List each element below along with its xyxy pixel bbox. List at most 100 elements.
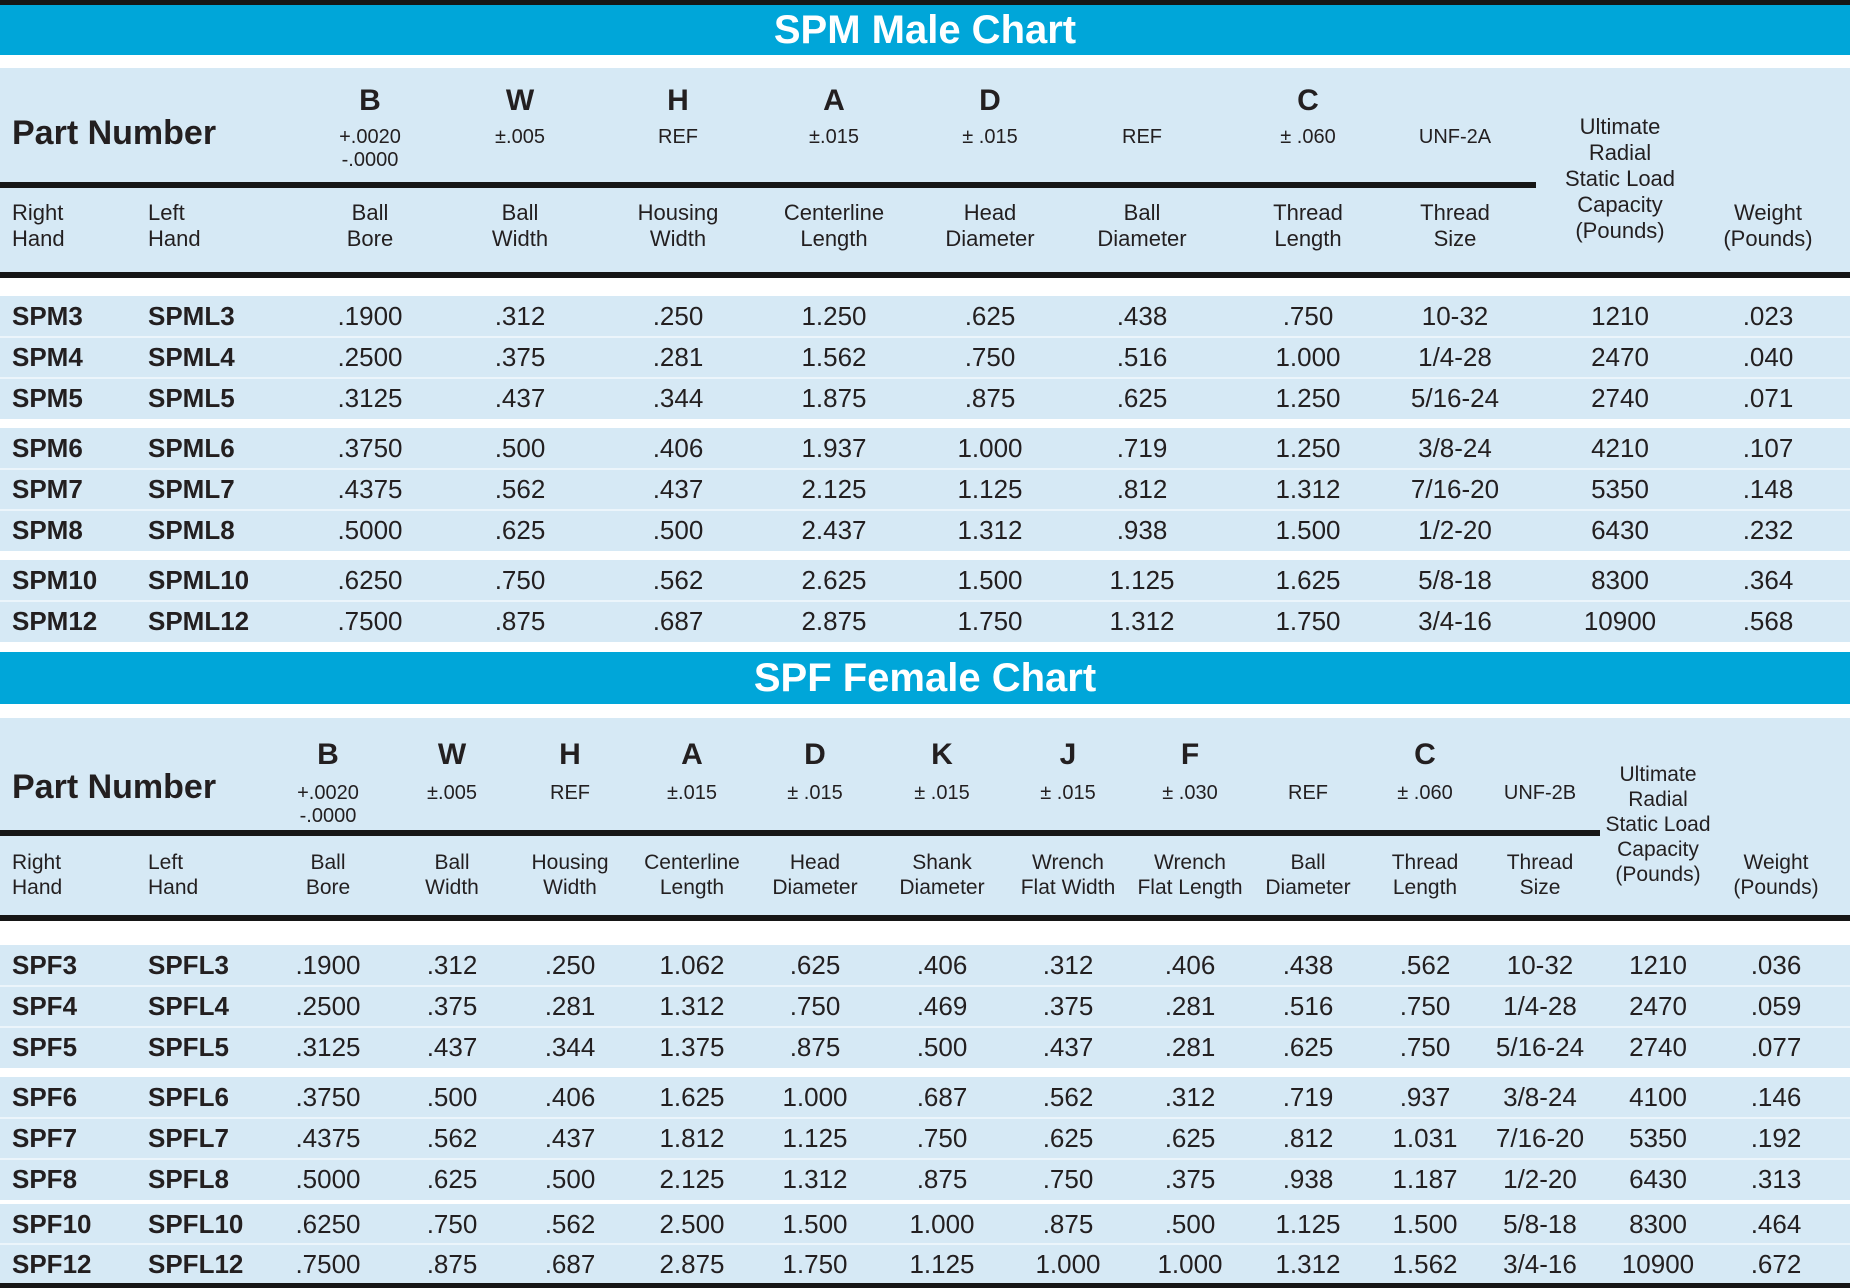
part-number-left-hand: SPFL7 (148, 1123, 229, 1153)
cell-shank-diameter: 1.000 (909, 1208, 975, 1239)
part-number-heading: Part Number (12, 768, 217, 806)
column-tolerance: ± .015 (787, 782, 843, 804)
column-label: Wrench Flat Width (1020, 851, 1116, 899)
column-header: Weight (Pounds) (1688, 68, 1848, 272)
column-letter: J (1059, 738, 1077, 771)
cell-weight: .364 (1742, 565, 1794, 595)
cell-thread-length: 1.312 (1275, 474, 1341, 504)
cell-wrench-flat-width: .375 (1042, 991, 1094, 1021)
column-label: Ultimate Radial Static Load Capacity (Po… (1605, 763, 1711, 886)
table-row: SPM3 SPML3 .1900 .312 .250 1.250 .625 .4… (0, 296, 1850, 337)
cell-centerline-length: 1.875 (801, 383, 867, 413)
cell-centerline-length: 1.937 (801, 433, 867, 463)
cell-ball-bore: .4375 (337, 474, 403, 504)
cell-wrench-flat-width: .312 (1042, 950, 1094, 980)
cell-ball-diameter: .438 (1116, 301, 1168, 331)
spm-row-group-3: SPM10 SPML10 .6250 .750 .562 2.625 1.500… (0, 560, 1850, 642)
cell-wrench-flat-width: .562 (1042, 1082, 1094, 1112)
spf-female-title-bar: SPF Female Chart (0, 652, 1850, 704)
column-tolerance: ± .015 (914, 782, 970, 804)
cell-ball-diameter: .938 (1116, 515, 1168, 545)
cell-ball-width: .312 (494, 301, 546, 331)
cell-centerline-length: 1.812 (659, 1123, 725, 1153)
cell-centerline-length: 2.125 (659, 1164, 725, 1194)
table-row: SPF6 SPFL6 .3750 .500 .406 1.625 1.000 .… (0, 1077, 1850, 1118)
column-label: Housing Width (531, 851, 609, 899)
cell-thread-length: 1.562 (1392, 1248, 1458, 1279)
column-header: UNF-2B Thread Size (1482, 718, 1598, 915)
column-letter: D (979, 84, 1001, 117)
table-row: SPF7 SPFL7 .4375 .562 .437 1.812 1.125 .… (0, 1117, 1850, 1159)
column-label: Housing Width (637, 200, 719, 251)
column-label: Wrench Flat Length (1137, 851, 1243, 899)
cell-centerline-length: 2.875 (659, 1248, 725, 1279)
header-bottom-rule (0, 915, 1850, 921)
column-label: Ball Bore (346, 200, 394, 251)
chart-title: SPM Male Chart (773, 8, 1077, 52)
cell-ball-diameter: .625 (1282, 1032, 1334, 1062)
cell-weight: .071 (1742, 383, 1794, 413)
part-number-left-hand: SPFL6 (148, 1082, 229, 1112)
cell-centerline-length: 1.625 (659, 1082, 725, 1112)
cell-ball-width: .437 (426, 1032, 478, 1062)
column-header: C ± .060 Thread Length (1228, 68, 1388, 272)
cell-thread-length: 1.250 (1275, 383, 1341, 413)
column-tolerance: ± .015 (1040, 782, 1096, 804)
cell-housing-width: .500 (652, 515, 704, 545)
header-bottom-rule (0, 272, 1850, 278)
cell-head-diameter: 1.500 (782, 1208, 848, 1239)
cell-ball-bore: .2500 (295, 991, 361, 1021)
spm-row-group-2: SPM6 SPML6 .3750 .500 .406 1.937 1.000 .… (0, 428, 1850, 551)
cell-ball-width: .750 (426, 1208, 478, 1239)
column-header: W ±.005 Ball Width (394, 718, 510, 915)
cell-thread-size: 5/8-18 (1503, 1208, 1577, 1239)
cell-centerline-length: 1.250 (801, 301, 867, 331)
column-tolerance: REF (658, 126, 698, 148)
column-label: Weight (Pounds) (1733, 851, 1819, 899)
cell-thread-size: 10-32 (1421, 301, 1489, 331)
cell-head-diameter: 1.000 (782, 1082, 848, 1112)
column-letter: B (317, 738, 339, 771)
column-letter: W (437, 738, 467, 771)
part-number-left-hand: SPML5 (148, 383, 235, 413)
cell-ball-diameter: 1.125 (1275, 1208, 1341, 1239)
column-header: REF Ball Diameter (1062, 68, 1222, 272)
cell-thread-size: 5/16-24 (1410, 383, 1500, 413)
column-letter: A (823, 84, 845, 117)
column-header: H REF Housing Width (598, 68, 758, 272)
cell-thread-length: 1.187 (1392, 1164, 1458, 1194)
cell-ball-diameter: .812 (1282, 1123, 1334, 1153)
column-label: Thread Length (1391, 851, 1459, 899)
cell-ball-diameter: .625 (1116, 383, 1168, 413)
cell-weight: .023 (1742, 301, 1794, 331)
table-row: SPF5 SPFL5 .3125 .437 .344 1.375 .875 .5… (0, 1026, 1850, 1068)
cell-ball-bore: .1900 (295, 950, 361, 980)
cell-shank-diameter: .469 (916, 991, 968, 1021)
cell-load-capacity: 4210 (1591, 433, 1649, 463)
cell-weight: .313 (1750, 1164, 1802, 1194)
cell-ball-diameter: .719 (1282, 1082, 1334, 1112)
part-number-left-hand: SPML3 (148, 301, 235, 331)
cell-head-diameter: .875 (964, 383, 1016, 413)
cell-ball-diameter: .438 (1282, 950, 1334, 980)
cell-housing-width: .687 (544, 1248, 596, 1279)
column-label: Ball Diameter (1097, 200, 1187, 251)
cell-ball-bore: .6250 (295, 1208, 361, 1239)
column-tolerance: REF (1288, 782, 1328, 804)
part-number-left-hand: SPFL4 (148, 991, 229, 1021)
table-row: SPM5 SPML5 .3125 .437 .344 1.875 .875 .6… (0, 377, 1850, 419)
cell-weight: .040 (1742, 342, 1794, 372)
cell-thread-length: 1.500 (1275, 515, 1341, 545)
cell-ball-width: .437 (494, 383, 546, 413)
column-tolerance: ± .015 (962, 126, 1018, 148)
cell-ball-diameter: .812 (1116, 474, 1168, 504)
table-row: SPF4 SPFL4 .2500 .375 .281 1.312 .750 .4… (0, 985, 1850, 1027)
cell-thread-length: .937 (1399, 1082, 1451, 1112)
cell-wrench-flat-width: 1.000 (1035, 1248, 1101, 1279)
cell-load-capacity: 8300 (1629, 1208, 1687, 1239)
cell-weight: .059 (1750, 991, 1802, 1021)
part-number-right-hand: SPM4 (12, 342, 83, 372)
column-label: Thread Length (1273, 200, 1343, 251)
cell-head-diameter: 1.125 (957, 474, 1023, 504)
cell-wrench-flat-length: .281 (1164, 991, 1216, 1021)
